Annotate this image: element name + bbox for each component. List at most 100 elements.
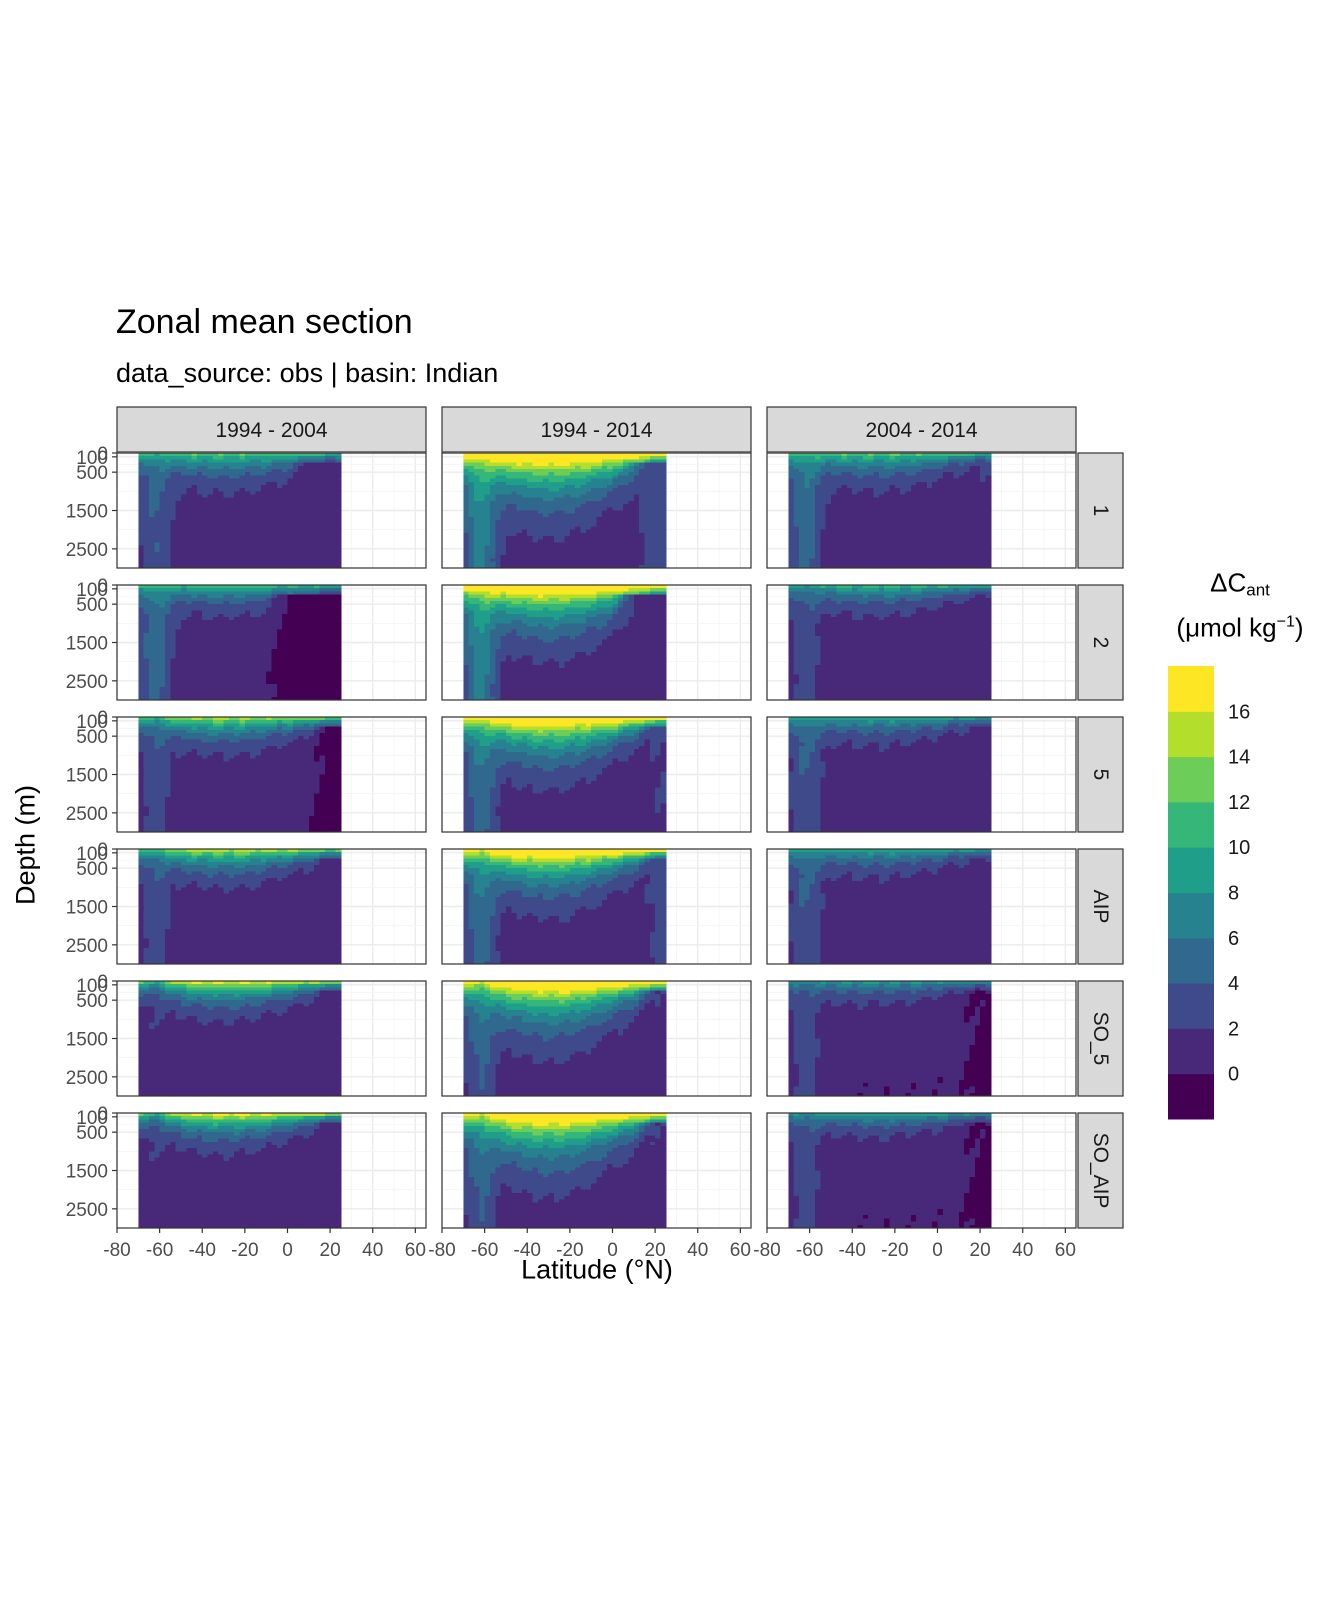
heatmap-cell: [202, 465, 209, 470]
heatmap-cell: [596, 558, 603, 563]
heatmap-cell: [575, 491, 582, 496]
heatmap-cell: [234, 561, 241, 566]
facet-strip-col-3: 2004 - 2014: [766, 406, 1077, 453]
heatmap-cell: [644, 475, 651, 480]
heatmap-cell: [244, 564, 251, 569]
heatmap-cell: [218, 561, 225, 566]
heatmap-cell: [612, 552, 619, 556]
heatmap-cell: [889, 472, 896, 476]
heatmap-cell: [649, 475, 656, 480]
heatmap-cell: [212, 456, 219, 460]
heatmap-cell: [239, 539, 246, 544]
heatmap-cell: [537, 545, 544, 550]
heatmap-cell: [218, 500, 225, 505]
heatmap-cell: [196, 494, 203, 499]
heatmap-cell: [559, 507, 566, 512]
heatmap-cell: [180, 488, 187, 492]
heatmap-cell: [218, 552, 225, 556]
heatmap-cell: [335, 494, 342, 499]
heatmap-cell: [484, 523, 491, 528]
heatmap-cell: [244, 500, 251, 505]
heatmap-cell: [287, 520, 294, 524]
heatmap-cell: [639, 475, 646, 480]
heatmap-cell: [516, 478, 523, 483]
heatmap-cell: [260, 497, 267, 502]
heatmap-cell: [607, 453, 614, 457]
heatmap-cell: [564, 526, 571, 531]
heatmap-cell: [628, 507, 635, 512]
heatmap-cell: [862, 488, 869, 492]
heatmap-cell: [814, 552, 821, 556]
heatmap-cell: [196, 456, 203, 460]
heatmap-cell: [607, 516, 614, 521]
heatmap-cell: [484, 504, 491, 508]
heatmap-cell: [543, 510, 550, 515]
heatmap-cell: [612, 456, 619, 460]
heatmap-cell: [473, 468, 480, 473]
heatmap-cell: [788, 478, 795, 483]
heatmap-cell: [324, 548, 331, 553]
heatmap-cell: [798, 488, 805, 492]
heatmap-cell: [660, 513, 667, 518]
heatmap-cell: [836, 548, 843, 553]
heatmap-cell: [575, 456, 582, 460]
heatmap-cell: [575, 548, 582, 553]
heatmap-cell: [239, 453, 246, 457]
heatmap-cell: [292, 507, 299, 512]
heatmap-cell: [276, 478, 283, 483]
heatmap-cell: [228, 532, 235, 537]
heatmap-cell: [639, 510, 646, 515]
heatmap-cell: [788, 552, 795, 556]
heatmap-cell: [820, 558, 827, 563]
heatmap-cell: [505, 481, 512, 486]
heatmap-cell: [532, 532, 539, 537]
heatmap-cell: [569, 462, 576, 467]
heatmap-cell: [804, 497, 811, 502]
heatmap-cell: [601, 478, 608, 483]
heatmap-cell: [809, 465, 816, 470]
heatmap-cell: [308, 472, 315, 476]
heatmap-cell: [532, 481, 539, 486]
heatmap-cell: [303, 472, 310, 476]
heatmap-cell: [532, 456, 539, 460]
heatmap-cell: [250, 561, 257, 566]
heatmap-cell: [580, 523, 587, 528]
heatmap-cell: [244, 491, 251, 496]
heatmap-cell: [543, 532, 550, 537]
heatmap-cell: [495, 494, 502, 499]
heatmap-cell: [202, 532, 209, 537]
heatmap-cell: [282, 516, 289, 521]
heatmap-cell: [830, 459, 837, 464]
heatmap-cell: [564, 481, 571, 486]
heatmap-cell: [489, 523, 496, 528]
heatmap-cell: [628, 548, 635, 553]
heatmap-cell: [591, 532, 598, 537]
heatmap-cell: [180, 539, 187, 544]
heatmap-cell: [276, 555, 283, 560]
heatmap-cell: [143, 453, 150, 457]
heatmap-cell: [601, 545, 608, 550]
heatmap-cell: [489, 526, 496, 531]
heatmap-cell: [159, 529, 166, 534]
heatmap-cell: [873, 453, 880, 457]
heatmap-cell: [143, 510, 150, 515]
heatmap-cell: [191, 548, 198, 553]
heatmap-cell: [228, 548, 235, 553]
heatmap-cell: [868, 468, 875, 473]
heatmap-cell: [649, 453, 656, 457]
heatmap-cell: [793, 494, 800, 499]
heatmap-cell: [175, 481, 182, 486]
heatmap-cell: [820, 561, 827, 566]
heatmap-cell: [878, 510, 885, 515]
heatmap-cell: [564, 548, 571, 553]
heatmap-cell: [564, 494, 571, 499]
heatmap-cell: [607, 564, 614, 569]
heatmap-cell: [330, 484, 337, 489]
heatmap-cell: [633, 510, 640, 515]
heatmap-cell: [830, 529, 837, 534]
heatmap-cell: [154, 545, 161, 550]
heatmap-cell: [489, 520, 496, 524]
heatmap-cell: [846, 500, 853, 505]
heatmap-cell: [282, 526, 289, 531]
heatmap-cell: [170, 468, 177, 473]
